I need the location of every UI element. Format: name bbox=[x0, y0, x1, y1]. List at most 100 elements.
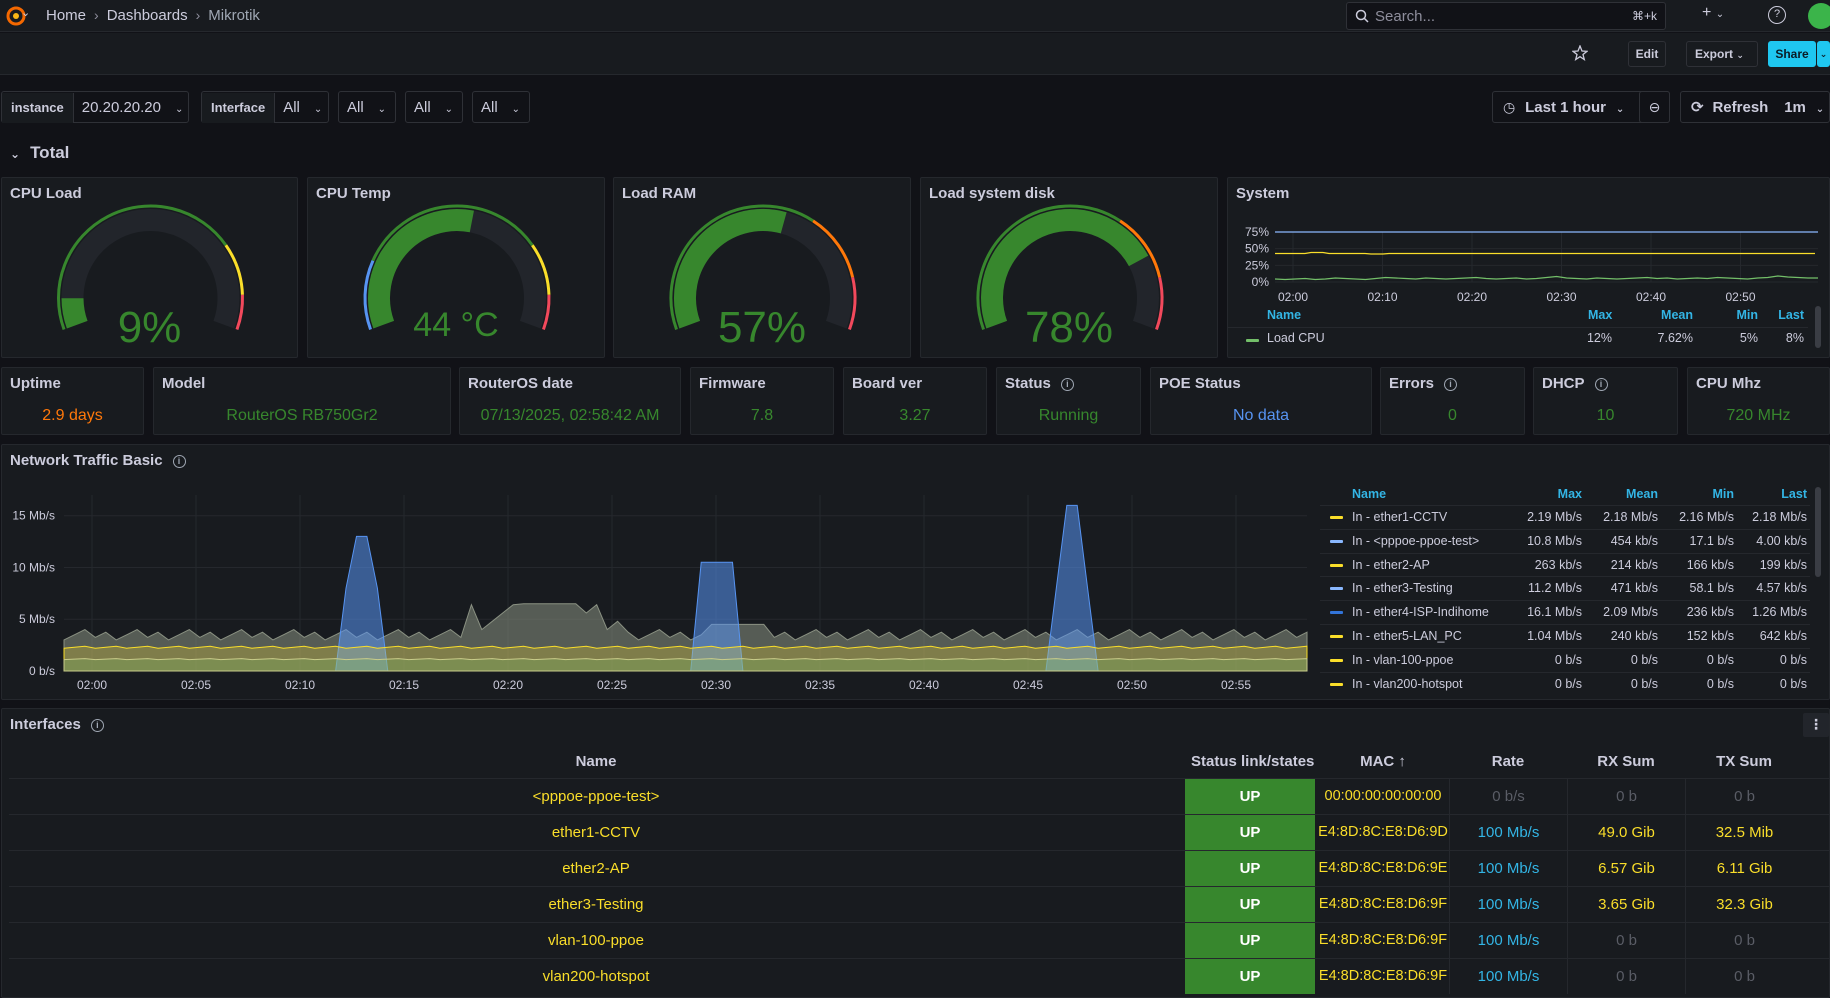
refresh-interval[interactable]: 1m bbox=[1784, 99, 1806, 116]
legend-min: 2.16 Mb/s bbox=[1679, 510, 1734, 524]
info-icon[interactable]: i bbox=[90, 719, 104, 732]
legend-header-last[interactable]: Last bbox=[1778, 308, 1804, 322]
refresh-label: Refresh bbox=[1712, 99, 1769, 116]
variable-interface[interactable]: Interface All ⌄ bbox=[201, 91, 329, 123]
breadcrumb-home[interactable]: Home bbox=[46, 7, 87, 24]
scrollbar[interactable] bbox=[1815, 306, 1821, 348]
legend-series-name: In - <pppoe-ppoe-test> bbox=[1352, 533, 1480, 548]
zoom-out-button[interactable]: ⊖ bbox=[1639, 91, 1670, 123]
legend-row[interactable]: In - vlan200-hotspot 0 b/s 0 b/s 0 b/s 0 b/s bbox=[1320, 671, 1810, 696]
gauge-panel-cpu-temp: CPU Temp 44 °C bbox=[307, 177, 605, 358]
legend-header-min[interactable]: Min bbox=[1712, 487, 1734, 501]
gauge-panel-load-ram: Load RAM 57% bbox=[613, 177, 911, 358]
table-row[interactable]: ether2-AP UP E4:8D:8C:E8:D6:9E 100 Mb/s 6.57… bbox=[9, 850, 1830, 886]
legend-row[interactable]: In - ether1-CCTV 2.19 Mb/s 2.18 Mb/s 2.16 M… bbox=[1320, 505, 1810, 529]
legend-header-max[interactable]: Max bbox=[1588, 308, 1613, 322]
legend-header-name[interactable]: Name bbox=[1352, 487, 1387, 501]
variable-value: 20.20.20.20 bbox=[81, 99, 161, 116]
gauge-threshold-arc bbox=[1119, 219, 1162, 278]
x-tick-label: 02:55 bbox=[1221, 678, 1251, 692]
table-row[interactable]: vlan200-hotspot UP E4:8D:8C:E8:D6:9F 100 Mb… bbox=[9, 958, 1830, 994]
avatar[interactable] bbox=[1808, 3, 1830, 29]
variable-select[interactable]: All ⌄ bbox=[405, 91, 463, 123]
share-button[interactable]: Share bbox=[1768, 41, 1816, 67]
cell-rx-sum: 6.57 Gib bbox=[1567, 851, 1685, 886]
table-row[interactable]: ether3-Testing UP E4:8D:8C:E8:D6:9F 100 Mb/… bbox=[9, 886, 1830, 922]
row-title-total[interactable]: ⌄ Total bbox=[10, 143, 69, 163]
gauge-chart bbox=[57, 204, 244, 330]
column-header-rx-sum[interactable]: RX Sum bbox=[1597, 753, 1655, 770]
stat-value: RouterOS RB750Gr2 bbox=[226, 407, 378, 424]
legend-color-swatch bbox=[1330, 539, 1343, 543]
legend-row[interactable]: In - vlan-100-ppoe 0 b/s 0 b/s 0 b/s 0 b/s bbox=[1320, 647, 1810, 672]
breadcrumb-dashboards[interactable]: Dashboards bbox=[106, 7, 188, 24]
legend-row[interactable]: In - ether2-AP 263 kb/s 214 kb/s 166 kb/s 19… bbox=[1320, 552, 1810, 577]
help-icon[interactable]: ? bbox=[1768, 6, 1786, 24]
panel-menu-icon[interactable]: ⋮ bbox=[1803, 713, 1829, 737]
y-tick-label: 25% bbox=[1245, 258, 1269, 272]
legend-series-name: In - ether1-CCTV bbox=[1352, 510, 1448, 524]
column-header-rate[interactable]: Rate bbox=[1491, 753, 1525, 770]
breadcrumb: Home › Dashboards › Mikrotik bbox=[46, 7, 260, 24]
stat-panel-poe-status: POE Status No data bbox=[1150, 367, 1372, 435]
stat-panel-errors: Errors i 0 bbox=[1380, 367, 1525, 435]
legend-header-min[interactable]: Min bbox=[1736, 308, 1758, 322]
cell-status: UP bbox=[1185, 779, 1315, 814]
column-header-name[interactable]: Name bbox=[575, 753, 617, 770]
table-row[interactable]: <pppoe-ppoe-test> UP 00:00:00:00:00:00 0 b/… bbox=[9, 778, 1830, 814]
legend-min: 166 kb/s bbox=[1686, 557, 1734, 572]
cell-tx-sum: 32.5 Mib bbox=[1685, 815, 1803, 850]
legend-header-max[interactable]: Max bbox=[1557, 487, 1582, 501]
chevron-down-icon: ⌄ bbox=[1615, 104, 1625, 115]
legend-row[interactable]: In - ether3-Testing 11.2 Mb/s 471 kb/s 58.1… bbox=[1320, 576, 1810, 600]
legend-header-mean[interactable]: Mean bbox=[1626, 487, 1658, 501]
column-header-status[interactable]: Status link/states bbox=[1191, 753, 1315, 770]
legend-max: 263 kb/s bbox=[1534, 557, 1582, 572]
table-row[interactable]: ether1-CCTV UP E4:8D:8C:E8:D6:9D 100 Mb/s 49… bbox=[9, 814, 1830, 850]
chevron-down-icon: ⌄ bbox=[1715, 9, 1725, 20]
star-icon[interactable] bbox=[1572, 45, 1588, 61]
cell-rate: 100 Mb/s bbox=[1449, 959, 1567, 994]
legend-mean: 454 kb/s bbox=[1610, 533, 1658, 548]
gauge-panel-load-system-disk: Load system disk 78% bbox=[920, 177, 1218, 358]
refresh-icon: ⟳ bbox=[1691, 99, 1704, 116]
variable-select[interactable]: All ⌄ bbox=[338, 91, 396, 123]
info-icon[interactable]: i bbox=[172, 455, 186, 468]
search-input[interactable]: Search... ⌘+k bbox=[1346, 2, 1666, 30]
panel-title: Status i bbox=[1005, 375, 1074, 392]
refresh-button[interactable]: ⟳ Refresh 1m ⌄ bbox=[1680, 91, 1830, 123]
column-header-tx-sum[interactable]: TX Sum bbox=[1716, 753, 1772, 770]
info-icon[interactable]: i bbox=[1060, 378, 1074, 391]
panel-title: Network Traffic Basic i bbox=[10, 452, 186, 469]
stat-value: Running bbox=[1038, 407, 1099, 424]
legend-row[interactable]: In - ether5-LAN_PC 1.04 Mb/s 240 kb/s 152 k… bbox=[1320, 624, 1810, 648]
stat-value: 3.27 bbox=[899, 407, 931, 424]
legend-row[interactable]: Load CPU 12% 7.62% 5% 8% bbox=[1228, 327, 1808, 347]
edit-button[interactable]: Edit bbox=[1628, 41, 1666, 67]
variable-select[interactable]: All ⌄ bbox=[472, 91, 530, 123]
info-icon[interactable]: i bbox=[1594, 378, 1608, 391]
table-row[interactable]: vlan-100-ppoe UP E4:8D:8C:E8:D6:9F 100 Mb/s… bbox=[9, 922, 1830, 958]
add-button[interactable]: + ⌄ bbox=[1702, 4, 1724, 22]
panel-title: POE Status bbox=[1159, 375, 1241, 392]
legend-min: 17.1 b/s bbox=[1689, 533, 1734, 548]
legend-header-mean[interactable]: Mean bbox=[1661, 308, 1693, 322]
chevron-down-icon[interactable]: ⌄ bbox=[21, 7, 31, 19]
variable-instance[interactable]: instance 20.20.20.20 ⌄ bbox=[1, 91, 189, 123]
panel-title: Firmware bbox=[699, 375, 766, 392]
share-dropdown-button[interactable]: ⌄ bbox=[1817, 41, 1830, 67]
info-icon[interactable]: i bbox=[1444, 378, 1458, 391]
export-button[interactable]: Export ⌄ bbox=[1686, 41, 1758, 67]
gauge-threshold-arc bbox=[224, 244, 244, 295]
export-label: Export bbox=[1695, 47, 1734, 61]
legend-row[interactable]: In - <pppoe-ppoe-test> 10.8 Mb/s 454 kb/s 1… bbox=[1320, 528, 1810, 553]
legend-row[interactable]: In - ether4-ISP-Indihome 16.1 Mb/s 2.09 Mb… bbox=[1320, 600, 1810, 624]
legend-header-name[interactable]: Name bbox=[1267, 308, 1302, 322]
scrollbar[interactable] bbox=[1815, 487, 1821, 577]
legend-min: 5% bbox=[1739, 331, 1758, 345]
gauge-threshold-arc bbox=[1155, 276, 1164, 330]
column-header-mac[interactable]: MAC ↑ bbox=[1360, 753, 1406, 770]
grafana-logo-icon[interactable] bbox=[6, 6, 26, 26]
gauge-value: 78% bbox=[1024, 303, 1114, 352]
legend-header-last[interactable]: Last bbox=[1781, 487, 1807, 501]
